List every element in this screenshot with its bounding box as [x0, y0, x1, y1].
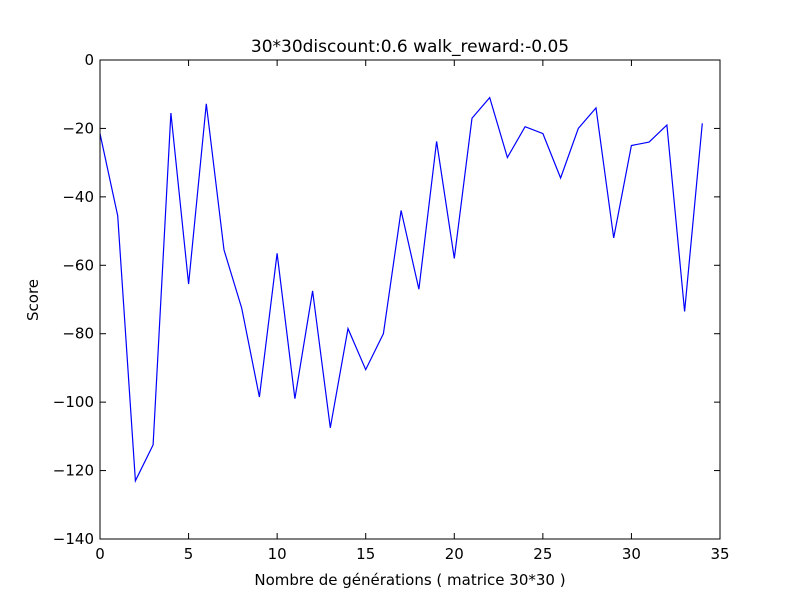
- x-tick-label: 20: [445, 545, 464, 563]
- tick-layer: 0 5 10 15 20 25 30 35 0 −20 −40 −60 −80 −100 −120 −140: [53, 51, 730, 563]
- y-tick-label: −20: [62, 119, 94, 137]
- x-axis-label: Nombre de générations ( matrice 30*30 ): [254, 571, 565, 589]
- y-tick-label: −80: [62, 325, 94, 343]
- y-tick-label: −120: [53, 462, 94, 480]
- y-tick-label: −40: [62, 188, 94, 206]
- x-tick-label: 15: [356, 545, 375, 563]
- y-tick-label: −100: [53, 393, 94, 411]
- x-tick-label: 10: [268, 545, 287, 563]
- x-tick-label: 35: [710, 545, 729, 563]
- plot-frame: [99, 59, 721, 540]
- y-tick-label: −140: [53, 530, 94, 548]
- chart-title: 30*30discount:0.6 walk_reward:-0.05: [251, 37, 569, 57]
- y-axis-label: Score: [24, 279, 42, 321]
- x-tick-label: 25: [533, 545, 552, 563]
- x-tick-label: 30: [622, 545, 641, 563]
- y-tick-label: −60: [62, 256, 94, 274]
- x-tick-label: 0: [95, 545, 105, 563]
- x-tick-label: 5: [184, 545, 194, 563]
- y-tick-label: 0: [84, 51, 94, 69]
- series-line: [99, 96, 703, 484]
